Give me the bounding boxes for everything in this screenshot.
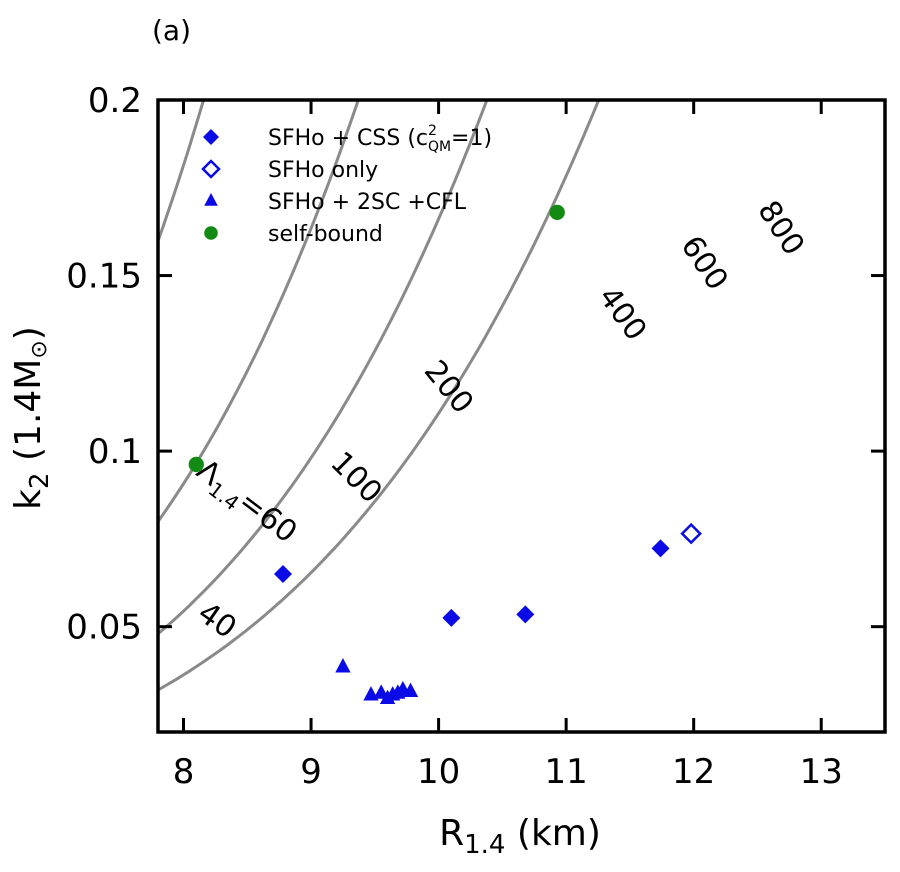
y-axis-ticks: 0.05 0.1 0.15 0.2 <box>66 81 885 648</box>
contour-label-400: 400 <box>591 280 653 347</box>
plot-frame <box>156 98 887 734</box>
contour-label-800: 800 <box>750 195 811 262</box>
point-triangle <box>335 658 351 673</box>
x-tick-label: 9 <box>300 752 322 792</box>
panel-label: (a) <box>152 14 191 47</box>
legend-label: SFHo + CSS (c2 QM=1) <box>268 123 492 155</box>
contour-40 <box>158 100 601 692</box>
point-diamond-filled <box>442 608 461 627</box>
legend-marker-diamond-open <box>201 159 221 179</box>
point-diamond-open <box>680 522 702 545</box>
legend-marker-diamond-filled <box>203 129 219 145</box>
data-points <box>188 204 702 705</box>
point-circle <box>549 204 565 221</box>
contour-100 <box>158 100 360 523</box>
legend-label: SFHo + 2SC +CFL <box>268 190 467 215</box>
x-tick-label: 11 <box>545 752 588 792</box>
contour-label-60: Λ1.4=60 <box>187 453 303 554</box>
x-tick-label: 13 <box>800 752 843 792</box>
point-diamond-filled <box>273 565 292 583</box>
y-tick-label: 0.2 <box>88 81 142 121</box>
x-axis-ticks: 8 9 10 11 12 13 <box>173 100 843 792</box>
legend-marker-triangle <box>204 193 218 206</box>
legend-label: SFHo only <box>268 158 378 183</box>
contour-lines <box>158 100 601 692</box>
y-tick-label: 0.15 <box>66 257 142 297</box>
y-tick-label: 0.05 <box>66 608 142 648</box>
point-triangle <box>402 682 419 698</box>
x-axis-title: R1.4 (km) <box>439 813 601 860</box>
contour-label-100: 100 <box>323 445 388 510</box>
point-diamond-filled <box>651 539 670 558</box>
legend-marker-circle <box>204 226 218 240</box>
y-tick-label: 0.1 <box>88 432 142 472</box>
x-tick-label: 8 <box>173 752 195 792</box>
y-axis-title: k2 (1.4M⊙) <box>8 326 55 510</box>
point-diamond-filled <box>516 605 535 624</box>
contour-label-600: 600 <box>674 230 735 297</box>
x-tick-label: 12 <box>672 752 715 792</box>
point-circle <box>188 456 204 473</box>
legend: SFHo + CSS (c2 QM=1) SFHo only SFHo + 2SC +… <box>201 123 492 247</box>
x-tick-label: 10 <box>417 752 460 792</box>
legend-label: self-bound <box>268 222 383 247</box>
contour-60 <box>158 100 489 635</box>
